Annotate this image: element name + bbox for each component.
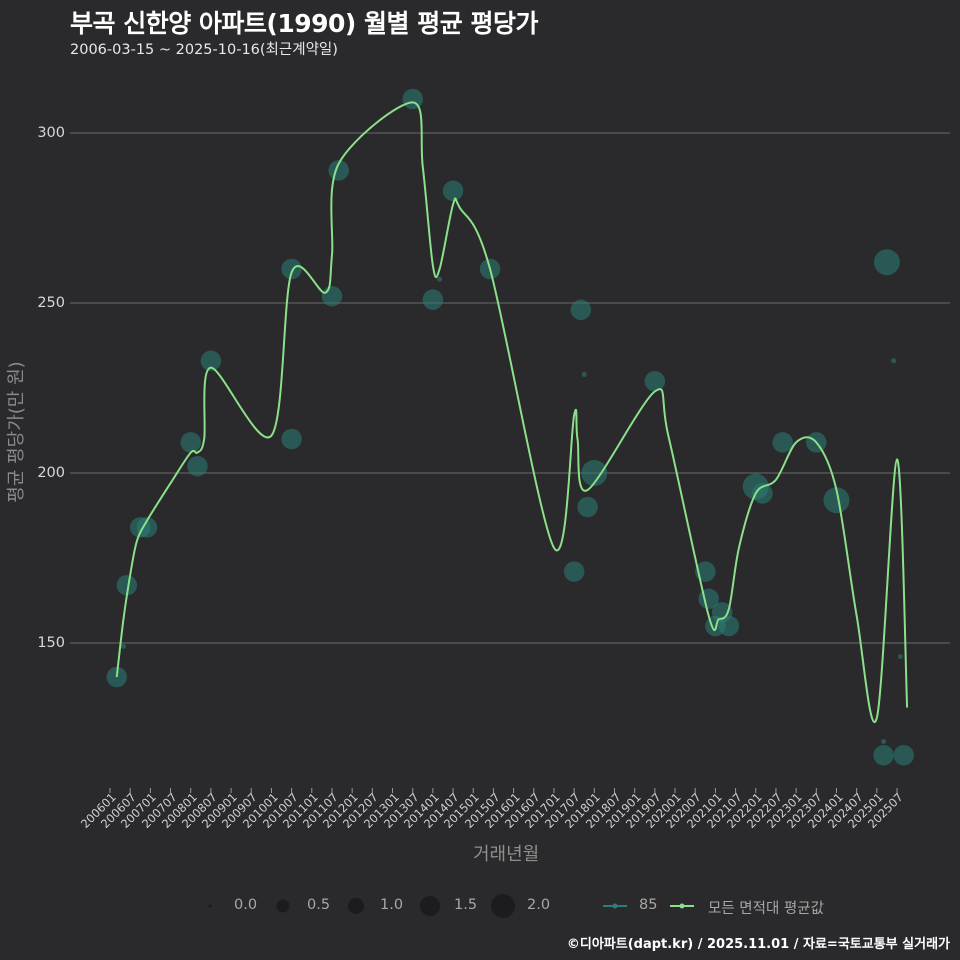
x-axis-label: 거래년월 [473, 844, 540, 865]
legend-size-symbol [491, 894, 515, 918]
series-85-bubbles [106, 88, 914, 766]
data-bubble [563, 561, 585, 582]
data-bubble [897, 654, 903, 660]
data-bubble [581, 460, 608, 486]
data-bubble [200, 350, 222, 372]
y-tick-label: 300 [37, 125, 65, 141]
legend-size-label: 0.5 [307, 897, 331, 913]
data-bubble [772, 432, 793, 453]
data-bubble [321, 285, 343, 307]
legend-series-symbol [612, 903, 618, 909]
data-bubble [180, 432, 201, 453]
data-bubble [577, 496, 598, 518]
data-bubble [281, 428, 302, 450]
data-bubble [581, 371, 587, 377]
data-bubble [752, 483, 773, 504]
data-bubble [187, 455, 208, 477]
data-bubble [873, 249, 900, 276]
legend-size-symbol [276, 899, 290, 913]
data-bubble [116, 574, 138, 596]
x-axis-ticks [109, 788, 898, 793]
y-tick-label: 200 [37, 465, 65, 481]
legend-size-symbol [348, 898, 364, 914]
y-tick-label: 250 [37, 295, 65, 311]
data-bubble [281, 258, 302, 280]
data-bubble [422, 289, 444, 310]
series-average-line [115, 101, 909, 723]
data-bubble [442, 180, 464, 202]
legend-size-label: 0.0 [234, 897, 258, 913]
data-bubble [893, 744, 914, 766]
legend-size-label: 1.5 [454, 897, 478, 913]
source-footer: ©디아파트(dapt.kr) / 2025.11.01 / 자료=국토교통부 실… [566, 937, 950, 952]
data-bubble [823, 487, 850, 514]
y-axis-label: 평균 평당가(만 원) [6, 361, 27, 503]
y-tick-label: 150 [37, 635, 65, 651]
gridlines [70, 132, 950, 644]
legend-series-label: 모든 면적대 평균값 [708, 901, 824, 917]
data-bubble [402, 88, 423, 110]
data-bubble [437, 276, 443, 282]
legend-series-label: 85 [639, 897, 658, 913]
data-bubble [891, 358, 897, 364]
chart-title: 부곡 신한양 아파트(1990) 월별 평균 평당가 [70, 9, 538, 38]
legend-series-symbol [679, 903, 685, 909]
legend-size-label: 2.0 [527, 897, 551, 913]
data-bubble [873, 744, 894, 766]
legend-size-symbol [208, 904, 212, 908]
chart-subtitle: 2006-03-15 ~ 2025-10-16(최근계약일) [70, 42, 338, 58]
legend-symbols [208, 894, 694, 918]
legend-size-symbol [420, 896, 440, 916]
data-bubble [570, 299, 592, 321]
data-bubble [136, 517, 158, 538]
data-bubble [120, 643, 127, 649]
legend-size-label: 1.0 [380, 897, 404, 913]
data-bubble [718, 615, 740, 637]
data-bubble [881, 739, 887, 745]
data-bubble [644, 370, 666, 392]
